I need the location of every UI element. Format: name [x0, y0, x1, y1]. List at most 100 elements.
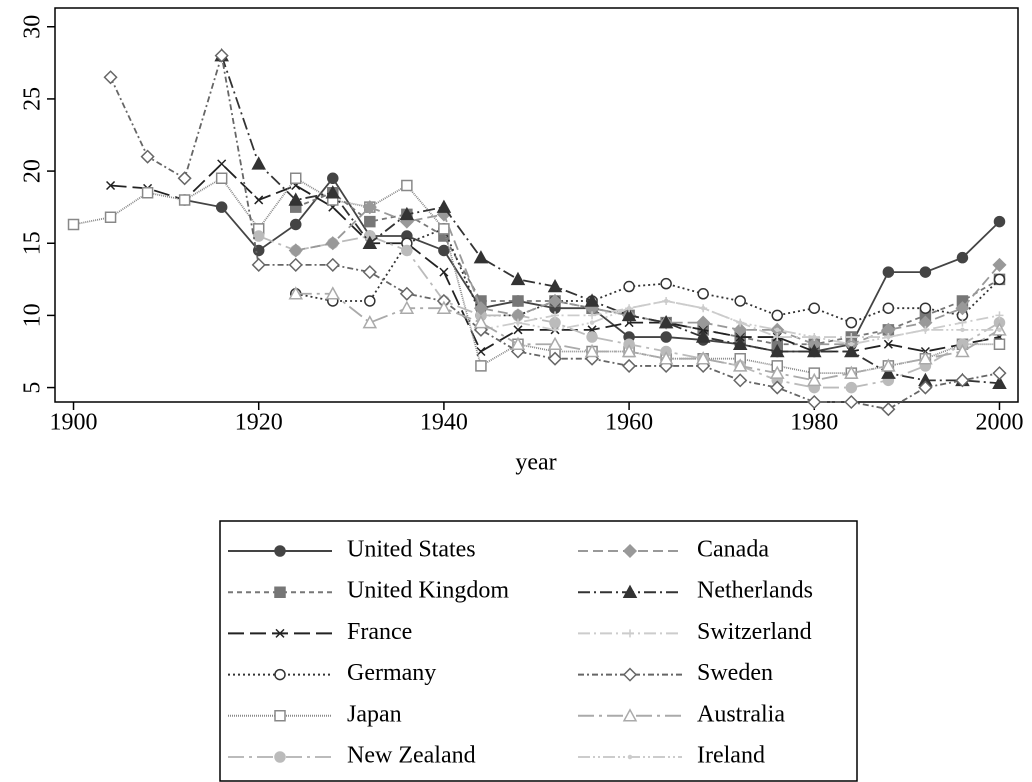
marker	[67, 218, 80, 231]
marker	[955, 343, 970, 358]
marker	[993, 215, 1006, 228]
marker	[588, 311, 597, 320]
marker	[769, 365, 785, 379]
series-line	[517, 300, 1000, 346]
marker	[881, 358, 896, 372]
marker	[993, 338, 1006, 351]
marker	[995, 311, 1004, 320]
y-tick-label: 10	[20, 303, 46, 327]
legend-label: United States	[347, 537, 476, 563]
marker	[274, 710, 286, 722]
marker	[695, 329, 711, 343]
legend-label: Switzerland	[697, 619, 812, 645]
marker	[104, 211, 117, 224]
marker	[849, 342, 854, 347]
marker	[658, 351, 674, 365]
series-line	[295, 292, 1000, 382]
plot-frame	[54, 7, 1019, 403]
marker	[215, 201, 228, 213]
marker	[622, 358, 637, 373]
marker	[436, 199, 452, 213]
marker	[215, 172, 228, 185]
legend-label: Sweden	[697, 660, 773, 686]
x-axis-label: year	[515, 450, 556, 476]
marker	[515, 320, 521, 325]
marker	[621, 307, 637, 322]
marker	[325, 236, 340, 251]
marker	[473, 315, 489, 329]
marker	[697, 288, 709, 300]
marker	[362, 200, 377, 215]
marker	[881, 365, 896, 379]
marker	[627, 754, 633, 760]
marker	[700, 305, 706, 311]
marker	[733, 373, 748, 388]
marker	[399, 206, 415, 221]
marker	[660, 277, 672, 290]
legend-box	[219, 520, 858, 782]
marker	[956, 295, 969, 307]
x-tick-label: 1980	[790, 410, 838, 436]
marker	[274, 751, 286, 763]
marker	[547, 336, 563, 351]
marker	[552, 327, 558, 333]
marker	[178, 194, 191, 206]
marker	[695, 351, 711, 365]
marker	[734, 295, 746, 307]
marker	[992, 257, 1007, 272]
marker	[513, 325, 523, 335]
x-tick-label: 1960	[605, 410, 653, 436]
marker	[955, 373, 970, 388]
y-tick-label: 20	[20, 159, 46, 183]
marker	[622, 667, 638, 682]
marker	[439, 267, 449, 277]
marker	[621, 343, 637, 358]
marker	[547, 351, 563, 366]
marker	[807, 343, 822, 358]
marker	[844, 394, 859, 410]
marker	[882, 266, 895, 278]
marker	[918, 351, 933, 365]
marker	[214, 48, 229, 63]
marker	[958, 318, 967, 327]
marker	[399, 286, 414, 301]
marker	[551, 311, 560, 320]
marker	[103, 70, 118, 85]
marker	[399, 300, 415, 314]
marker	[992, 375, 1007, 389]
marker	[955, 301, 970, 316]
marker	[288, 286, 304, 300]
marker	[325, 257, 340, 272]
legend-label: United Kingdom	[347, 578, 509, 604]
marker	[106, 180, 116, 191]
marker	[274, 545, 286, 557]
marker	[956, 251, 969, 264]
legend-label: Netherlands	[697, 578, 813, 604]
marker	[364, 215, 376, 228]
marker	[992, 366, 1007, 381]
series-line	[295, 206, 1001, 346]
marker	[325, 185, 341, 199]
marker	[254, 195, 264, 205]
x-tick-label: 1920	[235, 410, 283, 436]
y-tick-label: 5	[20, 382, 46, 394]
marker	[473, 301, 489, 316]
legend-label: Australia	[697, 701, 785, 727]
marker	[622, 584, 638, 598]
marker	[140, 149, 155, 164]
marker	[769, 343, 785, 358]
marker	[510, 336, 526, 351]
marker	[696, 315, 711, 330]
marker	[960, 327, 965, 333]
marker	[547, 278, 563, 293]
marker	[807, 394, 822, 410]
marker	[401, 244, 413, 257]
marker	[475, 360, 487, 372]
marker	[327, 172, 339, 185]
marker	[993, 273, 1006, 286]
marker	[663, 298, 669, 304]
marker	[807, 372, 822, 387]
marker	[274, 668, 286, 681]
x-tick-label: 1900	[50, 410, 98, 436]
